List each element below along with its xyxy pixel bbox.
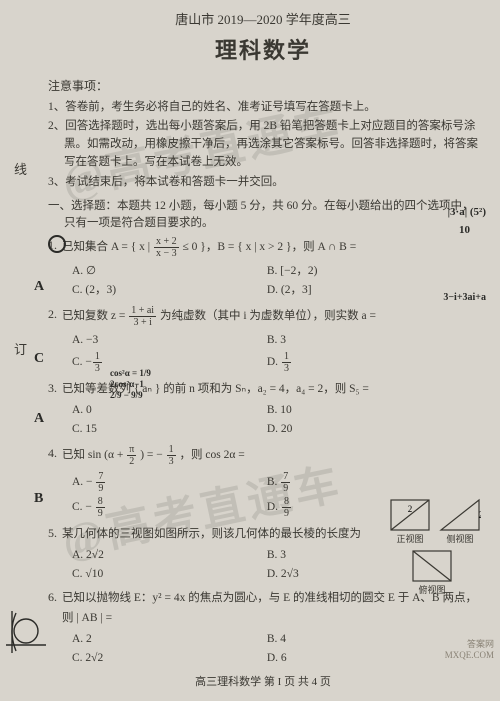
figure-label: 侧视图 [446, 533, 473, 547]
question-stem: 已知集合 A = { x | x + 2x − 3 ≤ 0 }，B = { x … [62, 241, 356, 253]
option: A. 0 [72, 401, 267, 420]
option: A. 2√2 [72, 546, 267, 565]
option: A. − 79 [72, 470, 267, 495]
question-number: 5. [48, 524, 57, 542]
option: B. 4 [267, 630, 462, 649]
handwriting: 3−i+3ai+a [443, 290, 486, 305]
corner-watermark: 答案网 MXQE.COM [445, 639, 494, 661]
svg-text:2: 2 [479, 510, 482, 520]
option: D. 6 [267, 649, 462, 668]
handwriting: |3·a| (5²) [448, 204, 486, 221]
option: C. −13 [72, 350, 267, 375]
option: B. 10 [267, 401, 462, 420]
side-view-icon: 2 [439, 498, 481, 532]
fraction: π2 [127, 444, 136, 467]
question-1: 1. 已知集合 A = { x | x + 2x − 3 ≤ 0 }，B = {… [48, 236, 478, 301]
option: C. √10 [72, 565, 267, 584]
option: D. (2，3] [267, 281, 462, 300]
top-view-icon [411, 549, 453, 583]
handwriting: cos²α = 1/9 2cos²α−1 2/9 − 9/9 [110, 368, 151, 400]
parabola-sketch-icon [4, 607, 48, 657]
front-view-icon: 2 [389, 498, 431, 532]
fraction: 13 [167, 444, 176, 467]
svg-text:2: 2 [408, 504, 413, 514]
fraction: x + 2x − 3 [154, 236, 179, 259]
handwriting: C [34, 348, 44, 369]
exam-title: 理科数学 [48, 34, 478, 67]
question-stem: 已知以抛物线 E：y² = 4x 的焦点为圆心，与 E 的准线相切的圆交 E 于… [62, 592, 477, 623]
figure-label: 俯视图 [418, 584, 445, 598]
question-number: 6. [48, 588, 57, 606]
handwriting: A [34, 408, 44, 429]
fraction: 1 + ai3 + i [129, 305, 156, 328]
question-stem: 某几何体的三视图如图所示，则该几何体的最长棱的长度为 [62, 528, 361, 540]
option: C. − 89 [72, 495, 267, 520]
question-6: 6. 已知以抛物线 E：y² = 4x 的焦点为圆心，与 E 的准线相切的圆交 … [48, 588, 478, 668]
three-view-figures: 2 正视图 2 侧视图 俯视图 [382, 498, 482, 597]
option: A. ∅ [72, 262, 267, 281]
header-line: 唐山市 2019—2020 学年度高三 [48, 10, 478, 30]
option: C. 15 [72, 420, 267, 439]
option: B. [−2，2) [267, 262, 462, 281]
question-number: 2. [48, 305, 57, 323]
hand-circle [48, 235, 66, 253]
option: C. 2√2 [72, 649, 267, 668]
notice-item: 2、回答选择题时，选出每小题答案后，用 2B 铅笔把答题卡上对应题目的答案标号涂… [48, 118, 478, 171]
option: B. 3 [267, 331, 462, 350]
question-number: 3. [48, 379, 57, 397]
question-2: 2. 已知复数 z = 1 + ai3 + i 为纯虚数（其中 i 为虚数单位）… [48, 305, 478, 375]
handwriting: 10 [459, 222, 470, 239]
option: D. 13 [267, 350, 462, 375]
option: B. 79 [267, 470, 462, 495]
page-footer: 高三理科数学 第 I 页 共 4 页 [48, 674, 478, 691]
question-stem: 已知复数 z = 1 + ai3 + i 为纯虚数（其中 i 为虚数单位），则实… [62, 310, 376, 322]
option: A. −3 [72, 331, 267, 350]
option: A. 2 [72, 630, 267, 649]
section-one: 一、选择题：本题共 12 小题，每小题 5 分，共 60 分。在每小题给出的四个… [48, 198, 478, 233]
question-stem: 已知等差数列 { aₙ } 的前 n 项和为 Sₙ，a₂ = 4，a₄ = 2，… [62, 383, 369, 395]
question-number: 4. [48, 444, 57, 462]
notice-title: 注意事项： [48, 77, 478, 95]
notice-item: 1、答卷前，考生务必将自己的姓名、准考证号填写在答题卡上。 [48, 99, 478, 117]
notice-item: 3、考试结束后，将本试卷和答题卡一并交回。 [48, 174, 478, 192]
handwriting: A [34, 276, 44, 297]
option: C. (2，3) [72, 281, 267, 300]
figure-label: 正视图 [396, 533, 423, 547]
question-stem: 已知 sin (α + π2 ) = − 13 ，则 cos 2α = [62, 449, 245, 461]
option: D. 20 [267, 420, 462, 439]
handwriting: B [34, 488, 43, 509]
